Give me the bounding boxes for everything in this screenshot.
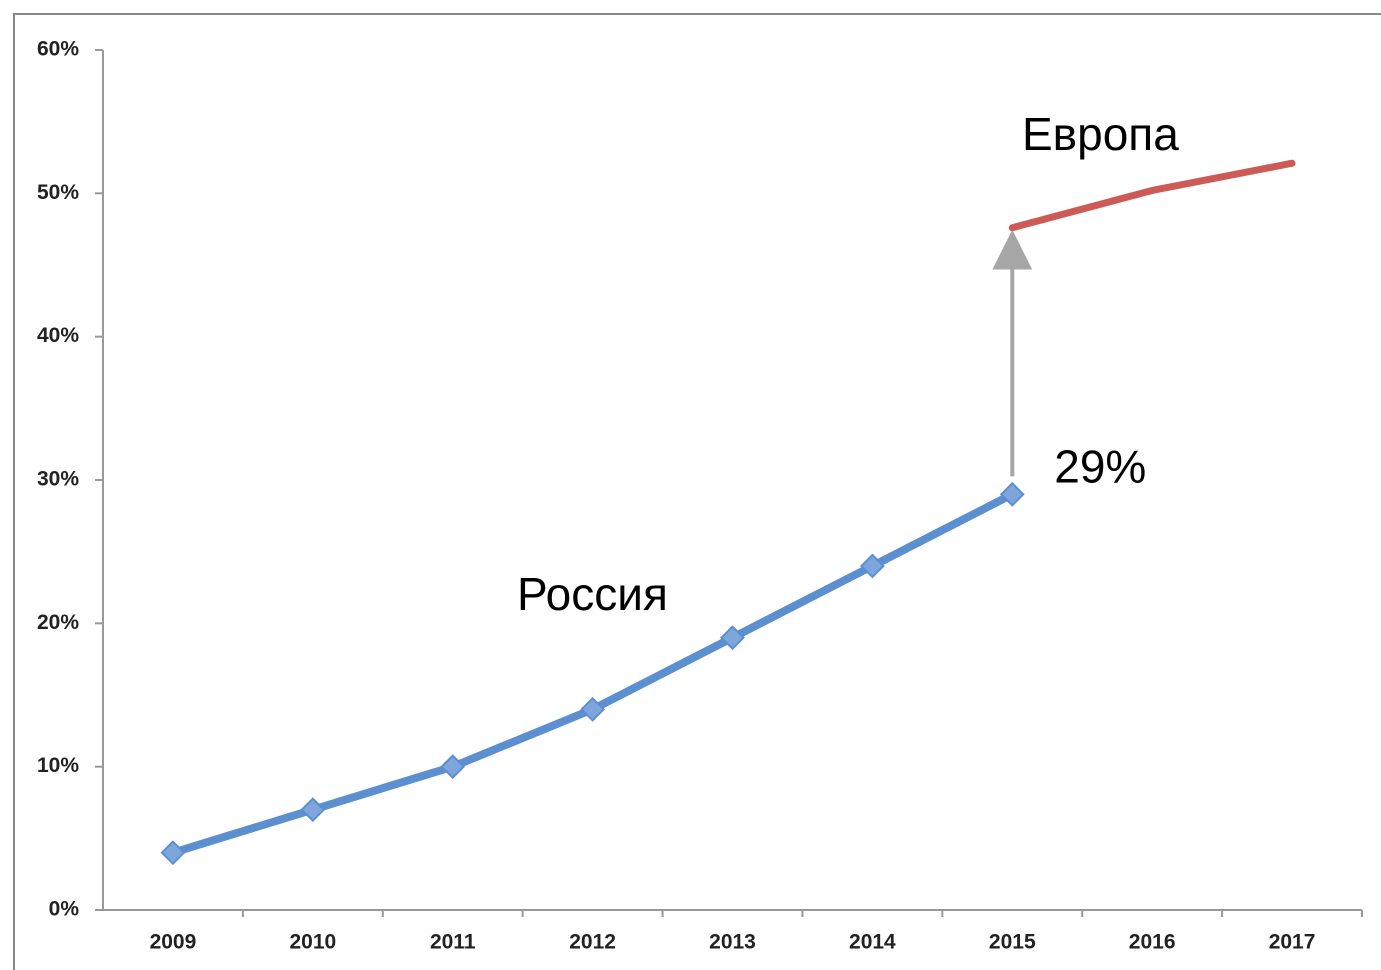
value-label: 29%	[1054, 440, 1146, 492]
marker	[999, 481, 1025, 507]
y-tick-label: 50%	[37, 181, 79, 204]
y-tick-label: 20%	[37, 611, 79, 634]
y-tick-label: 60%	[37, 38, 79, 61]
x-tick-label: 2009	[150, 931, 197, 954]
x-tick-label: 2010	[289, 931, 336, 954]
y-tick-label: 30%	[37, 468, 79, 491]
marker	[720, 625, 745, 651]
marker	[440, 754, 466, 780]
marker	[160, 840, 186, 866]
marker	[300, 797, 326, 823]
x-tick-label: 2014	[849, 931, 896, 954]
series-line	[168, 490, 1017, 857]
y-tick-label: 0%	[49, 898, 80, 921]
series-label: Европа	[1022, 108, 1179, 160]
series-label: Россия	[517, 568, 668, 620]
x-tick-label: 2011	[430, 931, 476, 954]
frame	[13, 13, 1381, 970]
x-tick-label: 2012	[569, 931, 616, 954]
marker	[580, 696, 606, 722]
x-tick-label: 2017	[1269, 931, 1316, 954]
marker	[859, 553, 885, 579]
x-tick-label: 2015	[989, 931, 1036, 954]
x-tick-label: 2013	[709, 931, 756, 954]
x-tick-label: 2016	[1129, 931, 1176, 954]
y-tick-label: 40%	[37, 324, 79, 347]
series-line	[1008, 159, 1296, 232]
y-tick-label: 10%	[37, 754, 79, 777]
